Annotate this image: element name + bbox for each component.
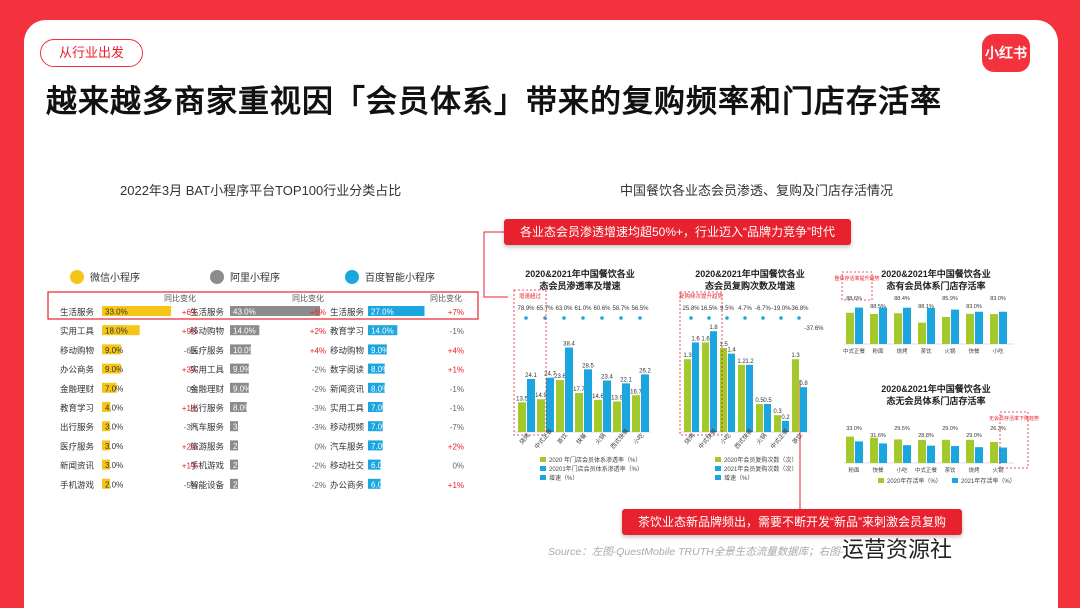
callout-top: 各业态会员渗透增速均超50%+，行业迈入“品牌力竞争”时代 — [504, 219, 852, 245]
callout-bottom: 茶饮业态新品牌频出，需要不断开发“新品”来刺激会员复购 — [622, 509, 962, 535]
xiaohongshu-logo: 小红书 — [982, 34, 1030, 72]
watermark-brand: 运营资源社 — [842, 537, 953, 562]
page-title: 越来越多商家重视因「会员体系」带来的复购频率和门店存活率 — [46, 84, 942, 120]
section-tag: 从行业出发 — [40, 39, 144, 67]
source-note: Source：左图-QuestMobile TRUTH全景生态流量数据库；右图- — [548, 546, 844, 558]
right-panel-title: 中国餐饮各业态会员渗透、复购及门店存活情况 — [620, 183, 894, 198]
left-chart-title: 2022年3月 BAT小程序平台TOP100行业分类占比 — [120, 183, 402, 198]
